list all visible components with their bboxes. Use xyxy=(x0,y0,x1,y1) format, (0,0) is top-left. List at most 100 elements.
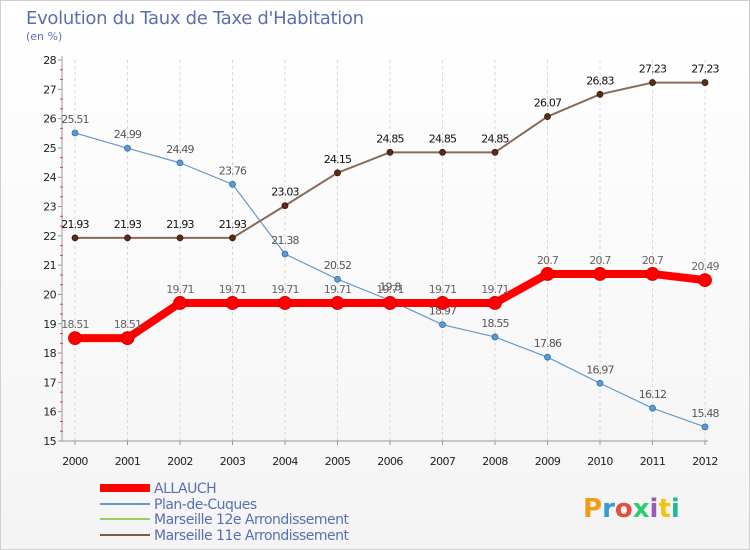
data-point xyxy=(229,234,236,242)
data-label: 19.71 xyxy=(376,283,404,296)
data-label: 18.97 xyxy=(429,305,457,318)
x-tick-label-2003: 2003 xyxy=(220,455,246,468)
y-tick-label-20: 20 xyxy=(43,288,56,301)
data-label: 24.49 xyxy=(166,143,194,156)
x-tick-label-2009: 2009 xyxy=(535,455,561,468)
data-label: 24.85 xyxy=(429,132,457,145)
data-label: 20.7 xyxy=(589,254,611,267)
data-point xyxy=(124,144,131,152)
x-tick-label-2004: 2004 xyxy=(272,455,298,468)
x-tick-label-2011: 2011 xyxy=(640,455,666,468)
brand-letter: P xyxy=(583,494,602,524)
series-layer: 25.5124.9924.4923.7621.3820.5219.818.971… xyxy=(61,63,720,431)
data-label: 26.07 xyxy=(534,97,562,110)
data-label: 23.03 xyxy=(271,186,299,199)
data-point xyxy=(334,169,341,177)
data-label: 19.71 xyxy=(219,283,247,296)
y-tick-label-16: 16 xyxy=(43,406,56,419)
y-tick-label-27: 27 xyxy=(43,83,56,96)
data-point xyxy=(334,275,341,283)
series-allauch: 18.51 18.51 19.71 19.71 19.71 19.71 19.71 19.71… xyxy=(61,254,720,346)
data-point xyxy=(383,296,397,310)
data-label: 21.93 xyxy=(61,218,89,231)
data-point xyxy=(176,159,184,167)
data-point xyxy=(540,267,555,281)
chart-unit: (en %) xyxy=(26,30,62,43)
data-label: 27.23 xyxy=(691,63,719,76)
data-label: 20.7 xyxy=(537,254,559,267)
x-tick-label-2008: 2008 xyxy=(482,455,508,468)
data-label: 19.71 xyxy=(429,283,457,296)
data-point xyxy=(120,331,135,346)
data-point xyxy=(173,296,187,310)
x-axis-ticks: 2000 2001 2002 2003 2004 2005 2006 2007 2008 2009… xyxy=(62,441,718,468)
y-tick-label-21: 21 xyxy=(43,259,56,272)
data-label: 24.85 xyxy=(481,132,509,145)
brand-letter: x xyxy=(633,494,650,524)
data-label: 25.51 xyxy=(61,113,89,126)
y-tick-label-15: 15 xyxy=(43,435,56,448)
data-label: 18.51 xyxy=(114,318,142,331)
x-tick-label-2002: 2002 xyxy=(167,455,193,468)
data-point xyxy=(278,296,292,310)
data-label: 19.71 xyxy=(324,283,352,296)
x-tick-label-2012: 2012 xyxy=(692,455,718,468)
data-point xyxy=(225,296,240,310)
data-label: 17.86 xyxy=(534,337,562,350)
data-label: 21.93 xyxy=(219,218,247,231)
data-label: 26.83 xyxy=(586,74,614,87)
brand-letter: r xyxy=(602,494,615,524)
x-tick-label-2010: 2010 xyxy=(587,455,613,468)
data-point xyxy=(176,234,184,242)
y-tick-label-25: 25 xyxy=(43,142,56,155)
data-point xyxy=(68,331,82,346)
y-tick-label-24: 24 xyxy=(43,171,56,184)
data-point xyxy=(649,404,656,412)
y-tick-label-26: 26 xyxy=(43,113,56,126)
data-point xyxy=(71,234,79,242)
data-label: 21.38 xyxy=(271,234,299,247)
data-point xyxy=(596,379,604,387)
data-label: 21.93 xyxy=(166,218,194,231)
data-label: 20.52 xyxy=(324,259,352,272)
legend-label-1: Plan-de-Cuques xyxy=(154,497,257,513)
data-point xyxy=(435,296,450,310)
y-tick-label-19: 19 xyxy=(43,318,56,331)
data-point xyxy=(439,321,446,329)
brand-letter: o xyxy=(615,494,633,524)
data-label: 19.8 xyxy=(379,280,401,293)
data-label: 24.85 xyxy=(376,132,404,145)
data-point xyxy=(491,333,499,341)
brand-letter: i xyxy=(650,494,659,524)
data-label: 27.23 xyxy=(639,63,667,76)
data-label: 19.71 xyxy=(271,283,299,296)
chart-title: Evolution du Taux de Taxe d'Habitation xyxy=(26,8,364,29)
data-point xyxy=(698,273,712,288)
y-tick-label-17: 17 xyxy=(43,376,56,389)
data-label: 23.76 xyxy=(219,164,247,177)
data-point xyxy=(71,129,79,137)
data-label: 20.49 xyxy=(691,260,719,273)
data-point xyxy=(488,296,502,310)
x-tick-label-2006: 2006 xyxy=(377,455,403,468)
data-point xyxy=(330,296,345,310)
series-marseille-11e: 21.93 21.93 21.93 21.93 23.03 24.15 24.85 24.85… xyxy=(61,63,720,242)
data-point xyxy=(701,79,709,86)
data-label: 18.51 xyxy=(61,318,89,331)
data-point xyxy=(593,267,607,281)
data-label: 21.93 xyxy=(114,218,142,231)
data-point xyxy=(281,250,289,258)
brand-letter: t xyxy=(658,494,670,524)
data-point xyxy=(439,148,446,156)
data-point xyxy=(124,234,131,242)
data-point xyxy=(544,113,551,120)
data-label: 16.97 xyxy=(586,363,614,376)
x-tick-label-2007: 2007 xyxy=(430,455,456,468)
data-point xyxy=(649,79,656,86)
brand-letter: i xyxy=(671,494,680,524)
data-point xyxy=(701,423,709,431)
x-tick-label-2000: 2000 xyxy=(62,455,88,468)
y-tick-label-18: 18 xyxy=(43,347,56,360)
data-label: 19.71 xyxy=(481,283,509,296)
